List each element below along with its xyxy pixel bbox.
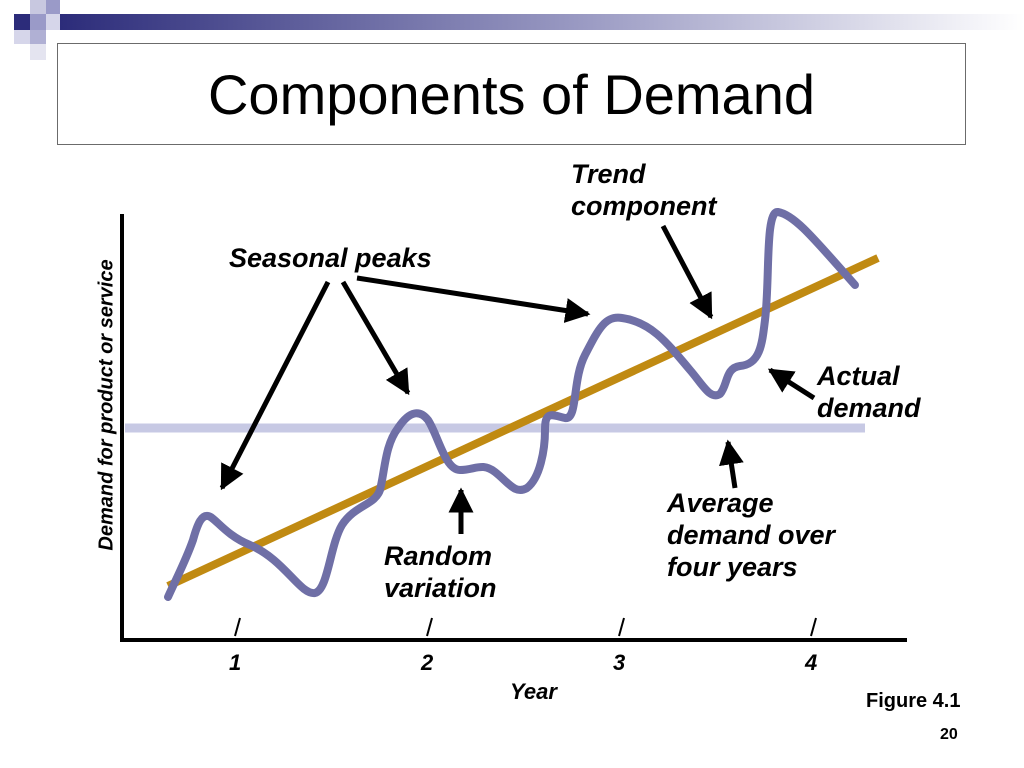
actual-label-line1: Actual xyxy=(817,361,900,391)
seasonal-peaks-label: Seasonal peaks xyxy=(229,243,432,273)
header-square xyxy=(46,0,60,14)
header-square xyxy=(30,30,46,44)
arrow-seasonal-peak-1 xyxy=(219,280,331,491)
average-label-line3: four years xyxy=(667,552,798,582)
x-tick-4 xyxy=(810,617,817,637)
figure-label: Figure 4.1 xyxy=(866,690,961,712)
x-tick-label-2: 2 xyxy=(421,650,434,675)
x-axis-label: Year xyxy=(510,679,557,704)
y-axis-label: Demand for product or service xyxy=(95,259,118,551)
header-gradient-bar xyxy=(60,14,1024,30)
x-tick-3 xyxy=(618,617,625,637)
random-variation-label: Random variation xyxy=(384,540,497,604)
x-tick-label-3: 3 xyxy=(613,650,626,675)
header-square xyxy=(14,14,30,30)
arrow-seasonal-peak-3 xyxy=(356,275,591,323)
header-square xyxy=(30,44,46,60)
page-number: 20 xyxy=(940,726,958,743)
average-demand-label: Average demand over four years xyxy=(667,487,835,583)
header-square xyxy=(46,14,60,30)
header-square xyxy=(14,30,30,44)
x-tick-2 xyxy=(426,617,433,637)
header-decoration xyxy=(14,0,1024,60)
actual-label-line2: demand xyxy=(817,393,921,423)
random-label-line2: variation xyxy=(384,573,497,603)
arrow-average-demand xyxy=(719,439,744,489)
header-square xyxy=(30,0,46,14)
average-label-line2: demand over xyxy=(667,520,836,550)
trend-label: Trend component xyxy=(571,158,717,222)
random-label-line1: Random xyxy=(384,541,492,571)
trend-label-line2: component xyxy=(571,191,717,221)
arrow-actual-demand xyxy=(767,367,816,401)
header-square xyxy=(30,14,46,30)
trend-line xyxy=(166,254,880,590)
x-tick-1 xyxy=(234,617,241,637)
trend-label-line1: Trend xyxy=(571,159,646,189)
actual-demand-label: Actual demand xyxy=(817,360,921,424)
x-tick-label-1: 1 xyxy=(229,650,242,675)
average-label-line1: Average xyxy=(667,488,774,518)
arrow-seasonal-peak-2 xyxy=(340,280,411,396)
slide-title: Components of Demand xyxy=(207,62,815,126)
x-tick-label-4: 4 xyxy=(805,650,818,675)
arrow-trend xyxy=(660,224,714,320)
title-box: Components of Demand xyxy=(57,43,966,145)
actual-demand-curve xyxy=(164,208,859,601)
